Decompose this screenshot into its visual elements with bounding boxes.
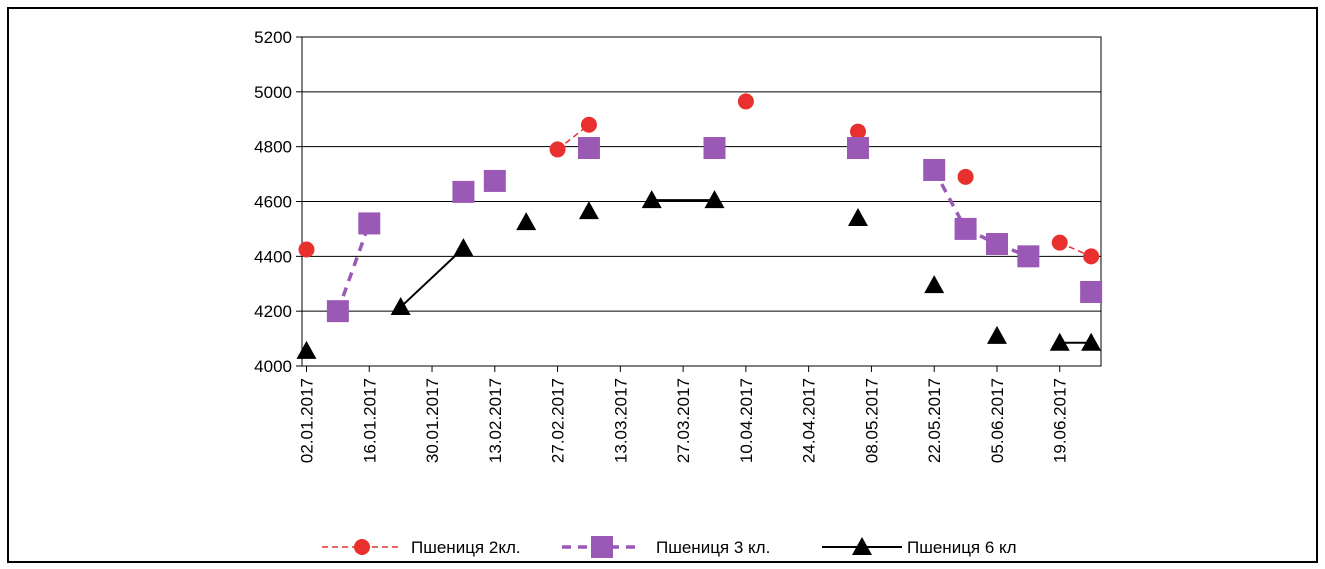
- gridlines: [302, 36, 1101, 312]
- legend: Пшениця 2кл. Пшениця 3 кл. Пшениця 6 кл: [322, 536, 1017, 558]
- legend-label: Пшениця 2кл.: [411, 538, 521, 557]
- x-tick-label: 27.03.2017: [674, 378, 693, 463]
- legend-label: Пшениця 3 кл.: [656, 538, 770, 557]
- data-point-circle: [298, 241, 315, 258]
- data-point-triangle: [390, 297, 411, 316]
- data-point-triangle: [1049, 332, 1070, 351]
- legend-item-1: Пшениця 2кл.: [322, 538, 521, 557]
- data-point-triangle: [847, 207, 868, 226]
- series-3: [296, 190, 1102, 359]
- data-point-square: [1017, 245, 1040, 268]
- legend-item-2: Пшениця 3 кл.: [562, 536, 770, 558]
- x-tick-label: 13.02.2017: [486, 378, 505, 463]
- data-point-triangle: [924, 275, 945, 294]
- data-series: [296, 93, 1103, 359]
- y-tick-labels: 4000 4200 4400 4600 4800 5000 5200: [254, 28, 292, 376]
- data-point-triangle: [704, 190, 725, 209]
- data-point-square: [985, 232, 1008, 255]
- data-point-triangle: [453, 238, 474, 257]
- x-tick-label: 02.01.2017: [297, 378, 316, 463]
- data-point-triangle: [641, 190, 662, 209]
- legend-marker: [591, 536, 613, 558]
- x-tick-label: 05.06.2017: [988, 378, 1007, 463]
- y-tick-label: 5000: [254, 83, 292, 102]
- x-tick-label: 22.05.2017: [925, 378, 944, 463]
- x-tick-label: 27.02.2017: [549, 378, 568, 463]
- axes: [296, 36, 1102, 372]
- data-point-square: [577, 137, 600, 160]
- data-point-circle: [1051, 234, 1068, 251]
- data-point-square: [326, 300, 349, 323]
- legend-label: Пшениця 6 кл: [907, 538, 1017, 557]
- data-point-square: [954, 217, 977, 240]
- series-2: [326, 137, 1103, 323]
- y-tick-label: 4000: [254, 357, 292, 376]
- data-point-square: [846, 137, 869, 160]
- data-point-square: [1080, 280, 1103, 303]
- series-3-line: [399, 247, 465, 308]
- data-point-circle: [1083, 248, 1100, 265]
- data-point-square: [452, 180, 475, 203]
- x-tick-label: 30.01.2017: [423, 378, 442, 463]
- x-tick-label: 24.04.2017: [800, 378, 819, 463]
- y-tick-label: 5200: [254, 28, 292, 47]
- data-point-circle: [737, 93, 754, 110]
- legend-marker: [354, 539, 370, 555]
- x-tick-label: 10.04.2017: [737, 378, 756, 463]
- data-point-square: [483, 169, 506, 192]
- data-point-circle: [580, 116, 597, 133]
- y-tick-label: 4200: [254, 302, 292, 321]
- data-point-triangle: [296, 340, 317, 359]
- data-point-triangle: [516, 212, 537, 231]
- data-point-circle: [957, 168, 974, 185]
- data-point-circle: [549, 141, 566, 158]
- x-tick-label: 16.01.2017: [360, 378, 379, 463]
- data-point-triangle: [578, 201, 599, 220]
- series-2-line: [336, 222, 371, 312]
- y-tick-label: 4600: [254, 193, 292, 212]
- series-1: [298, 93, 1100, 265]
- data-point-square: [703, 137, 726, 160]
- y-tick-label: 4400: [254, 247, 292, 266]
- x-tick-labels: 02.01.2017 16.01.2017 30.01.2017 13.02.2017…: [297, 378, 1069, 463]
- legend-marker: [852, 537, 872, 555]
- data-point-triangle: [986, 325, 1007, 344]
- plot-border: [301, 36, 1102, 367]
- data-point-square: [358, 212, 381, 235]
- legend-item-3: Пшениця 6 кл: [822, 537, 1017, 557]
- y-tick-label: 4800: [254, 138, 292, 157]
- data-point-triangle: [1081, 332, 1102, 351]
- x-tick-label: 13.03.2017: [611, 378, 630, 463]
- data-point-circle: [849, 123, 866, 140]
- x-tick-label: 19.06.2017: [1051, 378, 1070, 463]
- data-point-square: [923, 158, 946, 181]
- x-tick-label: 08.05.2017: [862, 378, 881, 463]
